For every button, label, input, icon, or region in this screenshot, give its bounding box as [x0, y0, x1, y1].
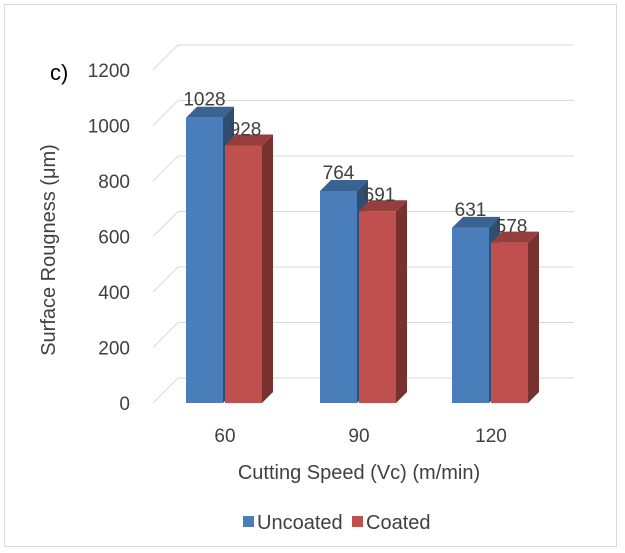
bar-top: [452, 216, 500, 228]
bar-top: [186, 106, 234, 118]
bar-side: [396, 200, 407, 403]
y-tick-label: 1200: [88, 61, 130, 82]
y-tick-label: 800: [98, 172, 130, 193]
data-label-coated: 578: [496, 217, 528, 238]
x-tick-label: 90: [348, 426, 369, 447]
legend-label-coated: Coated: [366, 512, 431, 534]
gridline-side: [152, 100, 179, 126]
gridline-side: [152, 155, 179, 182]
data-label-coated: 691: [364, 185, 396, 206]
y-axis-ticks: 0 200 400 600 800 1000 1200: [88, 61, 130, 415]
bar-coated-90: [359, 200, 407, 403]
bar-front: [186, 117, 223, 403]
legend-swatch-uncoated: [243, 516, 254, 527]
bar-front: [320, 190, 357, 403]
data-label-uncoated: 764: [323, 163, 355, 184]
gridline-side: [152, 377, 179, 404]
panel-label: c): [50, 60, 68, 85]
y-tick-label: 1000: [88, 117, 130, 138]
bar-side: [528, 231, 539, 403]
gridline-side: [152, 266, 179, 293]
bar-top: [225, 134, 273, 146]
bar-front: [359, 211, 396, 403]
bar-top: [320, 179, 368, 191]
bar-front: [491, 242, 528, 403]
gridline-side: [152, 322, 179, 348]
bars: [186, 106, 539, 404]
bar-coated-60: [225, 134, 273, 404]
x-tick-label: 120: [475, 426, 507, 447]
x-axis-title: Cutting Speed (Vc) (m/min): [238, 462, 480, 484]
data-label-coated: 928: [230, 119, 262, 140]
legend: Uncoated Coated: [243, 512, 431, 534]
y-tick-label: 400: [98, 283, 130, 304]
bar-coated-120: [491, 231, 539, 403]
bar-top: [359, 200, 407, 212]
y-tick-label: 0: [119, 394, 130, 415]
data-label-uncoated: 1028: [183, 90, 225, 111]
legend-label-uncoated: Uncoated: [257, 512, 343, 534]
bar-front: [452, 227, 489, 403]
y-axis-title: Surface Rougness (μm): [38, 144, 60, 356]
y-tick-label: 600: [98, 228, 130, 249]
bar-front: [225, 145, 262, 404]
x-tick-label: 60: [214, 426, 235, 447]
bar-top: [491, 231, 539, 243]
gridline-side: [152, 44, 179, 71]
legend-swatch-coated: [352, 516, 363, 527]
bar-side: [262, 134, 273, 404]
x-axis-ticks: 60 90 120: [214, 426, 506, 447]
gridline-side: [152, 211, 179, 237]
y-tick-label: 200: [98, 339, 130, 360]
data-label-uncoated: 631: [455, 200, 487, 221]
